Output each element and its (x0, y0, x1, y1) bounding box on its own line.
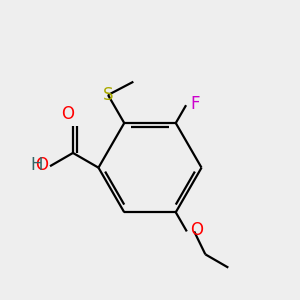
Text: O: O (190, 220, 203, 238)
Text: O: O (61, 106, 74, 124)
Text: S: S (103, 86, 113, 104)
Text: O: O (36, 156, 49, 174)
Text: F: F (190, 95, 200, 113)
Text: H: H (30, 156, 43, 174)
